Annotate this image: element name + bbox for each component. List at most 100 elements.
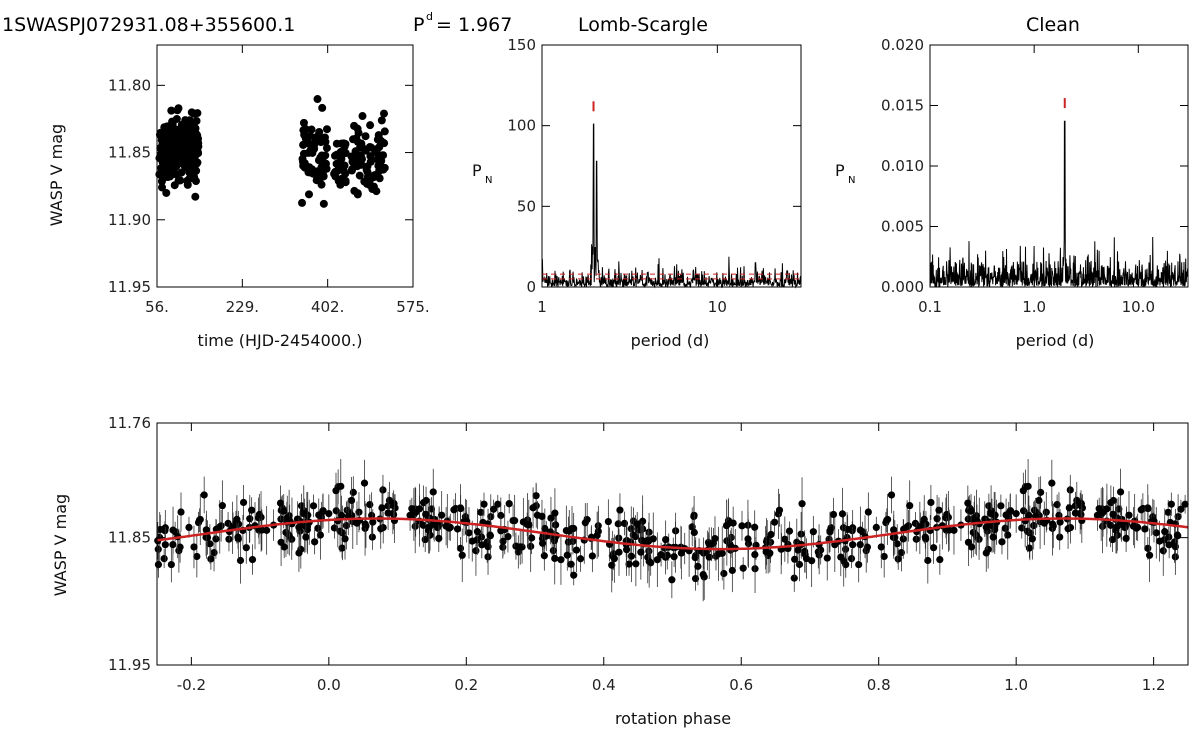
lightcurve-point — [357, 155, 366, 164]
phase-point — [337, 482, 345, 490]
phase-point — [295, 523, 303, 531]
phase-point — [1056, 533, 1064, 541]
phase-point — [445, 524, 453, 532]
lightcurve-xtick-label: 56. — [145, 298, 169, 316]
phase-point — [504, 533, 512, 541]
phase-point — [1066, 486, 1074, 494]
phase-point — [499, 537, 507, 545]
phase-point — [361, 520, 369, 528]
phase-point — [277, 538, 285, 546]
clean-ticks: 0.1 1.0 10.0 0.000 0.005 0.010 0.015 0.020 — [881, 36, 1188, 316]
phase-point — [177, 508, 185, 516]
lightcurve-frame — [156, 44, 414, 288]
phase-model-curve — [156, 517, 1189, 551]
lightcurve-points — [155, 95, 389, 208]
ls-xtick-label: 10 — [708, 298, 727, 316]
phase-point — [849, 541, 857, 549]
lightcurve-point — [363, 168, 372, 177]
phase-point — [855, 560, 863, 569]
phase-point — [694, 562, 702, 570]
phase-point — [668, 576, 676, 584]
lightcurve-point — [379, 109, 388, 118]
lightcurve-point — [339, 166, 348, 175]
lightcurve-point — [341, 140, 350, 149]
phase-point — [1048, 520, 1057, 528]
phase-point — [921, 533, 929, 541]
phase-point — [473, 528, 482, 536]
lightcurve-point — [353, 137, 362, 146]
lightcurve-point — [332, 139, 341, 148]
phase-point — [156, 525, 164, 534]
phase-point — [167, 560, 175, 569]
lightcurve-ytick-label: 11.85 — [108, 144, 151, 162]
phase-xtick-label: 0.2 — [454, 676, 478, 694]
phase-point — [1160, 536, 1168, 544]
phase-point — [551, 509, 559, 517]
phase-point — [775, 506, 784, 514]
phase-point — [927, 498, 935, 507]
phase-point — [453, 525, 462, 533]
phase-point — [390, 499, 398, 508]
lightcurve-point — [377, 116, 386, 125]
lightcurve-point — [191, 177, 200, 186]
phase-point — [911, 519, 920, 527]
phase-point — [378, 504, 386, 512]
lightcurve-point — [299, 126, 308, 135]
lightcurve-point — [156, 170, 165, 179]
lightcurve-point — [380, 163, 389, 172]
phase-frame — [156, 422, 1189, 666]
lightcurve-point — [354, 128, 363, 137]
period-superscript: d — [426, 10, 433, 23]
phase-point — [856, 541, 864, 549]
phase-point — [1028, 535, 1036, 543]
phase-point — [325, 510, 333, 518]
phase-point — [224, 519, 232, 527]
phase-point — [912, 535, 920, 543]
phase-point — [739, 564, 747, 572]
phase-point — [1071, 509, 1080, 517]
lightcurve-point — [313, 95, 322, 104]
lightcurve-point — [166, 159, 175, 168]
phase-point — [982, 523, 990, 531]
phase-point — [625, 560, 633, 568]
lightcurve-point — [162, 144, 171, 153]
clean-ylabel: P — [835, 161, 845, 180]
lightcurve-point — [158, 183, 167, 192]
phase-point — [549, 546, 557, 555]
phase-point — [677, 549, 685, 557]
lightcurve-point — [314, 136, 323, 145]
phase-point — [1125, 511, 1133, 519]
lightcurve-point — [366, 181, 375, 190]
phase-point — [242, 544, 250, 552]
phase-point — [935, 506, 943, 514]
lightcurve-point — [173, 132, 182, 141]
phase-point — [379, 524, 387, 532]
phase-point — [412, 508, 420, 516]
phase-point — [1012, 510, 1020, 518]
phase-point — [894, 555, 902, 563]
phase-point — [233, 515, 241, 523]
phase-point — [576, 555, 585, 563]
lightcurve-point — [333, 166, 342, 175]
phase-point — [480, 500, 488, 508]
phase-point — [185, 523, 193, 531]
phase-point — [891, 533, 899, 542]
phase-point — [794, 546, 802, 554]
phase-point — [1167, 500, 1175, 508]
phase-point — [604, 517, 612, 526]
phase-point — [1177, 505, 1185, 513]
lightcurve-xtick-label: 575. — [396, 298, 429, 316]
phase-point — [497, 511, 505, 520]
phase-point — [751, 550, 759, 559]
phase-point — [538, 539, 547, 547]
phase-point — [877, 543, 885, 551]
phase-point — [581, 519, 589, 527]
phase-point — [989, 533, 997, 541]
phase-point — [489, 505, 498, 513]
phase-point — [246, 515, 254, 523]
phase-point — [1042, 508, 1050, 516]
phase-point — [899, 535, 907, 543]
ls-frame — [541, 44, 802, 288]
lightcurve-ylabel: WASP V mag — [47, 124, 66, 226]
phase-point — [429, 488, 437, 496]
